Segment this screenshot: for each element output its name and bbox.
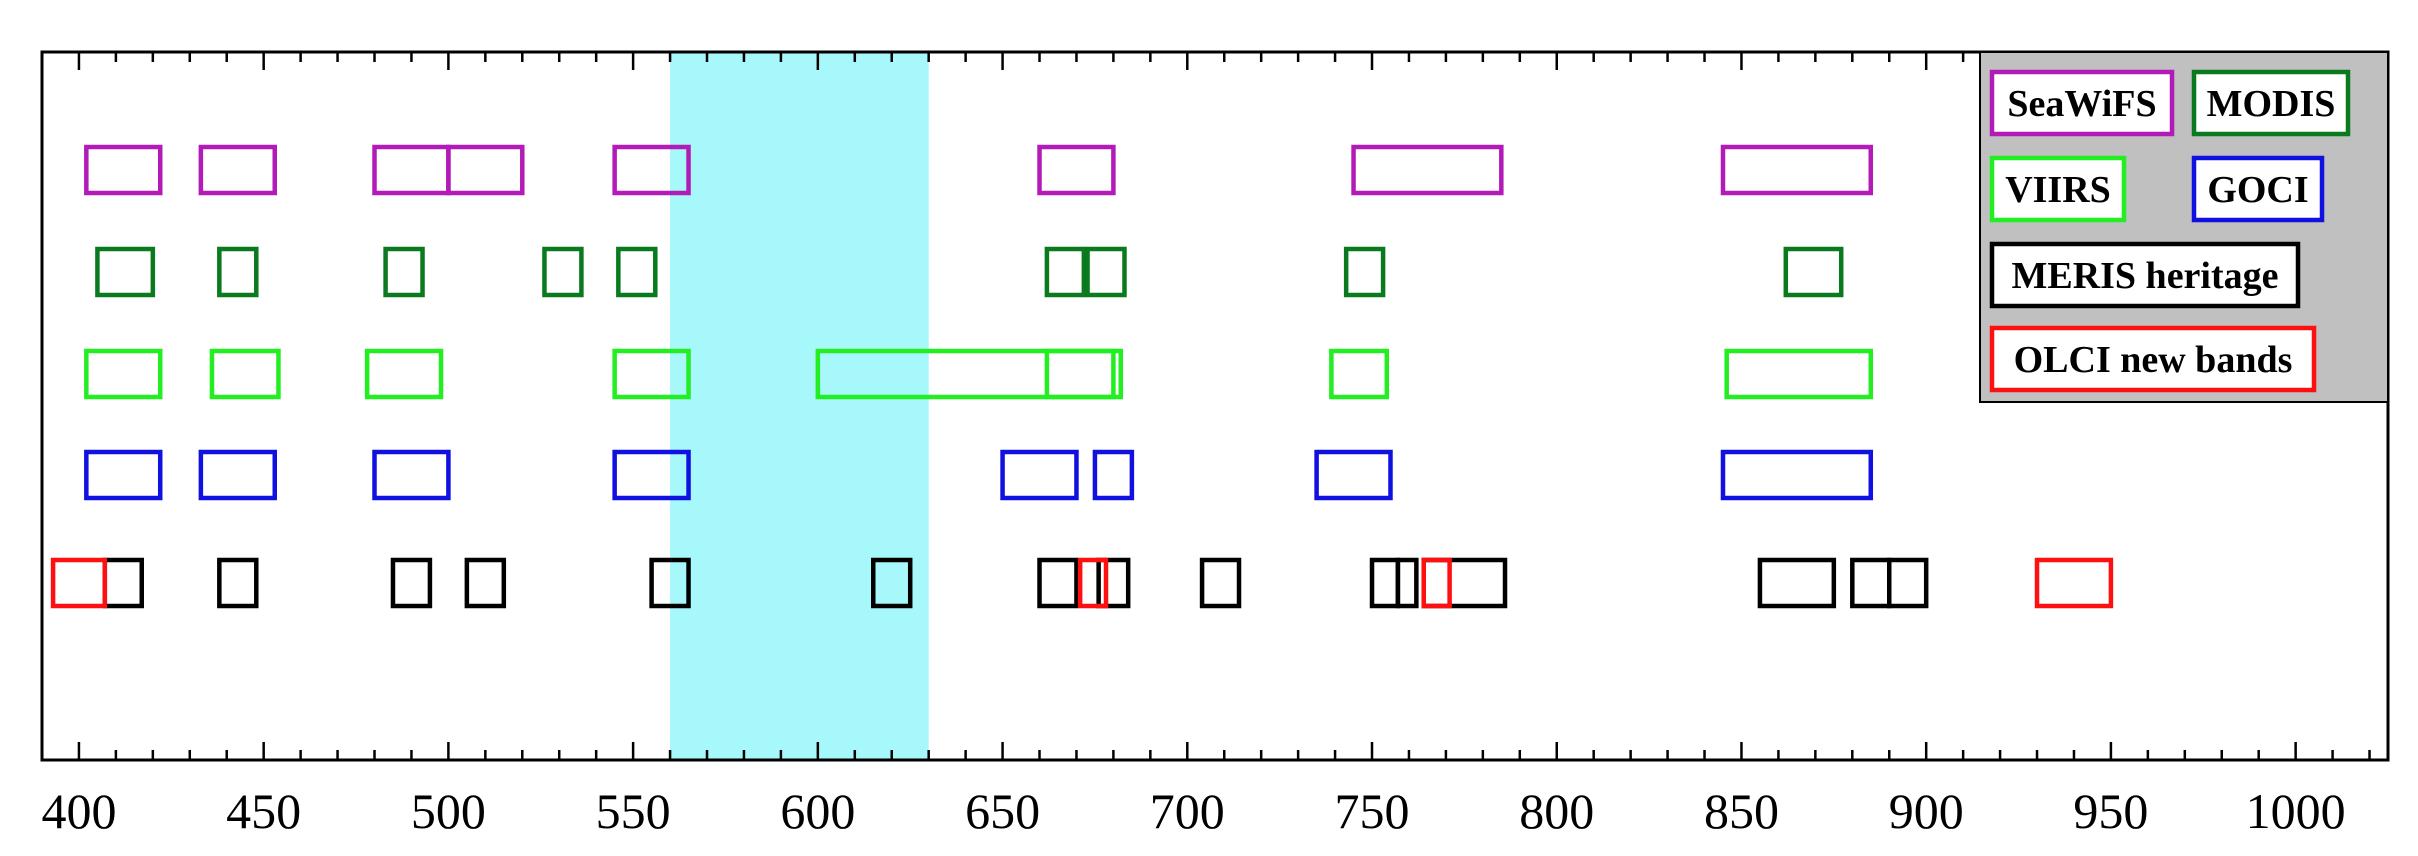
x-tick-label: 1000 — [2246, 783, 2346, 839]
sensor-bands-layer — [50, 144, 2114, 609]
x-tick-label: 900 — [1889, 783, 1964, 839]
goci-band — [1720, 449, 1874, 501]
goci-band — [198, 449, 278, 501]
legend-label: SeaWiFS — [2007, 83, 2156, 125]
series-goci — [84, 449, 1874, 501]
legend-swatch — [1989, 241, 2301, 309]
legend-entry-modis: MODIS — [2191, 69, 2351, 137]
meris-band — [1850, 557, 1892, 609]
viirs-band — [1044, 348, 1124, 400]
meris-band — [1421, 557, 1508, 609]
goci-band — [1092, 449, 1135, 501]
meris-band — [871, 557, 913, 609]
x-tick-label: 600 — [780, 783, 855, 839]
modis-band — [616, 246, 658, 298]
highlight-band — [670, 52, 929, 760]
series-meris — [102, 557, 1929, 609]
modis-band — [1044, 246, 1087, 298]
legend-swatch — [2191, 155, 2325, 223]
legend-swatch — [1989, 69, 2175, 137]
modis-band — [1783, 246, 1844, 298]
seawifs-band — [372, 144, 451, 196]
modis-band — [383, 246, 425, 298]
x-tick-label: 550 — [596, 783, 671, 839]
seawifs-band — [84, 144, 163, 196]
x-ticks-layer: 400 450 500 550 600 650 700 750 800 850 900 950 1000 — [41, 52, 2371, 839]
viirs-band — [1329, 348, 1390, 400]
legend: SeaWiFS MODIS VIIRS GOCI MERIS heritage OLCI … — [1979, 51, 2389, 403]
meris-band — [102, 557, 145, 609]
legend-label: MODIS — [2207, 83, 2336, 125]
olci-band — [1421, 557, 1452, 609]
legend-swatch — [1989, 325, 2317, 393]
meris-band — [1199, 557, 1242, 609]
seawifs-band — [1720, 144, 1874, 196]
goci-band — [1314, 449, 1393, 501]
modis-band — [217, 246, 259, 298]
series-olci — [50, 557, 2114, 609]
viirs-band — [84, 348, 163, 400]
modis-band — [1085, 246, 1127, 298]
legend-label: OLCI new bands — [2014, 339, 2293, 381]
meris-band — [649, 557, 691, 609]
x-tick-label: 700 — [1150, 783, 1225, 839]
olci-band — [2034, 557, 2114, 609]
x-tick-label: 500 — [411, 783, 486, 839]
highlight-band-layer — [670, 52, 929, 760]
meris-band — [1037, 557, 1079, 609]
x-tick-label: 650 — [965, 783, 1040, 839]
series-seawifs — [84, 144, 1874, 196]
viirs-band — [612, 348, 691, 400]
modis-band — [95, 246, 156, 298]
seawifs-band — [1037, 144, 1116, 196]
viirs-band — [1724, 348, 1874, 400]
x-tick-label: 450 — [226, 783, 301, 839]
viirs-band — [209, 348, 281, 400]
legend-label: MERIS heritage — [2011, 255, 2278, 297]
plot-frame — [40, 50, 2390, 762]
legend-entry-seawifs: SeaWiFS — [1989, 69, 2175, 137]
meris-band — [1757, 557, 1837, 609]
legend-label: VIIRS — [2005, 169, 2111, 211]
series-viirs — [84, 348, 1874, 400]
viirs-band — [815, 348, 1116, 400]
olci-band — [50, 557, 108, 609]
legend-swatch — [2191, 69, 2351, 137]
x-tick-label: 750 — [1335, 783, 1410, 839]
seawifs-band — [198, 144, 278, 196]
goci-band — [84, 449, 163, 501]
axes-layer — [40, 50, 2390, 762]
olci-band — [1077, 557, 1109, 609]
modis-band — [1343, 246, 1386, 298]
x-tick-label: 800 — [1519, 783, 1594, 839]
x-tick-label: 950 — [2073, 783, 2148, 839]
meris-band — [1886, 557, 1929, 609]
legend-entry-goci: GOCI — [2191, 155, 2325, 223]
seawifs-band — [1351, 144, 1504, 196]
goci-band — [612, 449, 691, 501]
legend-entry-olci: OLCI new bands — [1989, 325, 2317, 393]
meris-band — [217, 557, 259, 609]
legend-label: GOCI — [2207, 169, 2308, 211]
legend-entry-viirs: VIIRS — [1989, 155, 2127, 223]
seawifs-band — [612, 144, 691, 196]
goci-band — [1000, 449, 1079, 501]
legend-swatch — [1989, 155, 2127, 223]
goci-band — [372, 449, 451, 501]
meris-band — [1096, 557, 1131, 609]
x-tick-label: 850 — [1704, 783, 1779, 839]
viirs-band — [364, 348, 444, 400]
modis-band — [542, 246, 584, 298]
meris-band — [1395, 557, 1419, 609]
meris-band — [390, 557, 433, 609]
legend-entry-meris: MERIS heritage — [1989, 241, 2301, 309]
meris-band — [1369, 557, 1401, 609]
series-modis — [95, 246, 1844, 298]
x-tick-label: 400 — [41, 783, 116, 839]
meris-band — [464, 557, 507, 609]
seawifs-band — [446, 144, 525, 196]
